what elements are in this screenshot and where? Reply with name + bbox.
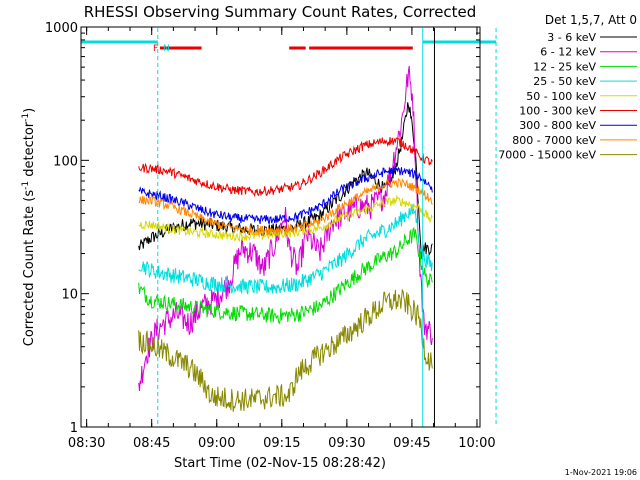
y-tick-label-100: 100 [53, 154, 78, 169]
y-tick-label-10: 10 [61, 288, 78, 303]
y-axis-label-main: Corrected Count Rate (s [22, 190, 37, 347]
plot-area-frame [80, 26, 481, 428]
series-300-800-kev [138, 164, 433, 225]
flag-label-n: N [163, 44, 170, 54]
series-50-100-kev [138, 194, 433, 243]
y-axis-label: Corrected Count Rate (s-1 detector-1) [21, 108, 37, 346]
legend-label-100-300-kev: 100 - 300 keV [519, 105, 596, 118]
y-axis-label-sup2: -1 [21, 113, 31, 122]
legend-label-7000-15000-kev: 7000 - 15000 keV [498, 149, 596, 162]
plot-series [138, 65, 433, 412]
flag-label-f: F [153, 44, 158, 54]
x-tick-label-10-00: 10:00 [458, 436, 495, 451]
legend-label-6-12-kev: 6 - 12 keV [540, 46, 596, 59]
legend-label-50-100-kev: 50 - 100 keV [526, 90, 596, 103]
footer-timestamp: 1-Nov-2021 19:06 [565, 468, 637, 477]
legend-label-800-7000-kev: 800 - 7000 keV [512, 134, 596, 147]
legend-label-12-25-kev: 12 - 25 keV [533, 60, 596, 73]
series-7000-15000-kev [138, 288, 433, 412]
y-axis-label-mid: detector [22, 121, 37, 181]
series-25-50-kev [138, 203, 433, 295]
x-tick-label-09-45: 09:45 [393, 436, 430, 451]
legend-title: Det 1,5,7, Att 0 [545, 13, 637, 27]
legend-label-25-50-kev: 25 - 50 keV [533, 75, 596, 88]
x-tick-label-08-45: 08:45 [133, 436, 170, 451]
x-axis-ticks: 08:30 08:45 09:00 09:15 09:30 09:45 10:00 [68, 27, 496, 451]
series-800-7000-kev [138, 177, 433, 236]
x-tick-label-09-15: 09:15 [263, 436, 300, 451]
series-6-12-kev [138, 65, 433, 392]
series-100-300-kev [138, 137, 433, 198]
y-axis-label-sup1: -1 [21, 181, 31, 190]
y-axis-label-end: ) [22, 108, 37, 113]
y-tick-label-1: 1 [70, 421, 78, 436]
chart-title: RHESSI Observing Summary Count Rates, Co… [84, 3, 477, 21]
legend-label-300-800-kev: 300 - 800 keV [519, 119, 596, 132]
y-axis-ticks: 1 10 100 1000 [45, 21, 480, 436]
series-12-25-kev [138, 226, 433, 325]
x-tick-label-09-00: 09:00 [198, 436, 235, 451]
x-axis-label: Start Time (02-Nov-15 08:28:42) [174, 456, 386, 471]
x-tick-label-08-30: 08:30 [68, 436, 105, 451]
x-tick-label-09-30: 09:30 [328, 436, 365, 451]
legend-label-3-6-kev: 3 - 6 keV [547, 31, 596, 44]
y-tick-label-1000: 1000 [45, 21, 78, 36]
